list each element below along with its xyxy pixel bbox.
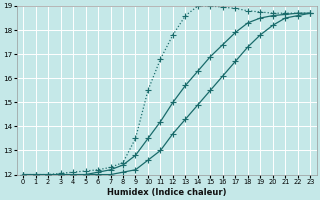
X-axis label: Humidex (Indice chaleur): Humidex (Indice chaleur)	[107, 188, 227, 197]
